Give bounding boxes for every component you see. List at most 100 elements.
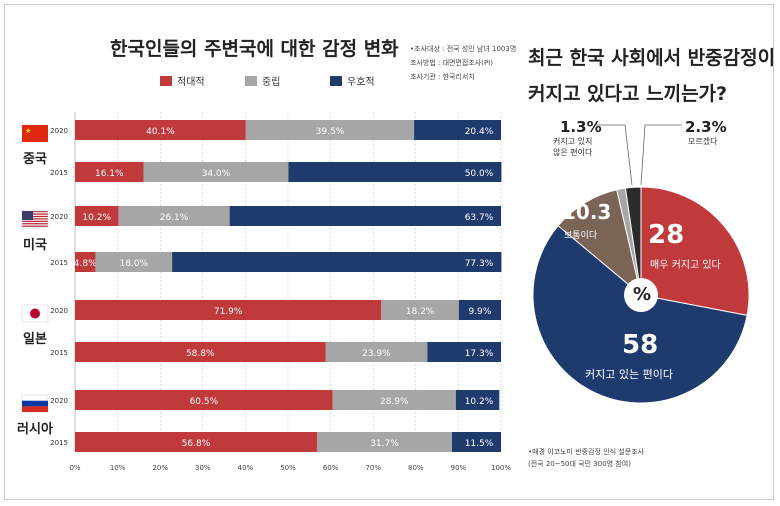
bar-value-label: 18.0% xyxy=(119,259,148,269)
x-tick-label: 30% xyxy=(195,464,211,472)
bar-value-label: 60.5% xyxy=(190,397,219,407)
bar-value-label: 17.3% xyxy=(465,349,494,359)
x-tick-label: 70% xyxy=(365,464,381,472)
bar-segment xyxy=(427,342,501,362)
bar-segment xyxy=(414,120,501,140)
bar-value-label: 63.7% xyxy=(465,213,494,223)
china-flag-star: ★ xyxy=(25,127,31,135)
bar-value-label: 56.8% xyxy=(182,439,211,449)
legend-label: 적대적 xyxy=(177,76,205,88)
country-label: 미국 xyxy=(23,237,47,253)
x-tick-label: 80% xyxy=(408,464,424,472)
pie-name: 않은 편이다 xyxy=(553,148,593,157)
bar-segment xyxy=(75,252,96,272)
bar-value-label: 28.9% xyxy=(380,397,409,407)
survey-note: •조사대상 : 전국 성인 남녀 1003명 xyxy=(410,45,517,53)
pie-title-line2: 커지고 있다고 느끼는가? xyxy=(528,83,728,105)
year-label: 2015 xyxy=(50,169,68,177)
bar-segment xyxy=(95,252,173,272)
x-tick-label: 0% xyxy=(69,464,80,472)
bar-segment xyxy=(143,162,289,182)
pie-label-28: 28 xyxy=(648,220,685,250)
flag-stripe xyxy=(22,400,48,407)
bar-value-label: 20.4% xyxy=(465,127,494,137)
bar-segment xyxy=(452,432,501,452)
pie-title-line1: 최근 한국 사회에서 반중감정이 xyxy=(528,47,776,69)
survey-note: 조사방법 : 대면면접조사(PI) xyxy=(410,59,493,67)
country-label: 러시아 xyxy=(17,421,53,437)
year-label: 2020 xyxy=(50,213,68,221)
japan-flag-sun xyxy=(30,308,40,319)
flag-stripe xyxy=(22,213,48,215)
bar-value-label: 34.0% xyxy=(202,169,231,179)
bar-chart-title: 한국인들의 주변국에 대한 감정 변화 xyxy=(110,38,399,60)
pie-slice xyxy=(532,225,748,404)
bar-segment xyxy=(118,206,230,226)
flag-stripe xyxy=(22,406,48,412)
year-label: 2020 xyxy=(50,307,68,315)
bar-value-label: 71.9% xyxy=(214,307,243,317)
china-flag-icon xyxy=(22,125,48,142)
year-label: 2020 xyxy=(50,397,68,405)
legend-swatch xyxy=(160,76,172,86)
usa-flag-icon xyxy=(21,210,49,229)
pie-center-circle xyxy=(624,278,658,312)
bar-segment xyxy=(245,120,415,140)
pie-name: 모르겠다 xyxy=(688,137,718,146)
bar-value-label: 9.9% xyxy=(468,307,491,317)
x-tick-label: 100% xyxy=(491,464,511,472)
x-tick-label: 90% xyxy=(451,464,467,472)
bar-segment xyxy=(75,432,317,452)
legend-label: 중립 xyxy=(262,75,280,88)
legend-swatch xyxy=(245,76,257,86)
pie-name: 커지고 있지 xyxy=(553,137,593,146)
bar-value-label: 18.2% xyxy=(406,307,435,317)
legend-label: 우호적 xyxy=(347,76,375,88)
x-tick-label: 40% xyxy=(238,464,254,472)
bar-segment xyxy=(75,342,326,362)
bar-value-label: 40.1% xyxy=(146,127,175,137)
bar-value-label: 77.3% xyxy=(465,259,494,269)
bar-segment xyxy=(316,432,453,452)
bar-segment xyxy=(455,390,500,410)
pie-source: •매경 이코노미 반중감정 인식 설문조사 xyxy=(528,448,645,456)
bar-segment xyxy=(458,300,501,320)
year-label: 2015 xyxy=(50,349,68,357)
bar-value-label: 4.8% xyxy=(74,259,97,269)
legend-swatch xyxy=(330,76,342,86)
flag-stripe xyxy=(22,218,48,220)
pie-label-10.3: 10.3 xyxy=(562,200,612,224)
country-label: 중국 xyxy=(23,152,47,167)
year-label: 2020 xyxy=(50,127,68,135)
x-tick-label: 20% xyxy=(152,464,168,472)
pie-slice xyxy=(640,186,750,317)
bar-segment xyxy=(75,390,333,410)
flag-stripe xyxy=(22,215,48,218)
flag-canton xyxy=(22,211,33,220)
bar-segment xyxy=(325,342,428,362)
pie-name: 매우 커지고 있다 xyxy=(650,260,721,271)
bar-value-label: 26.1% xyxy=(160,213,189,223)
pie-name: 커지고 있는 편이다 xyxy=(585,368,673,381)
bar-value-label: 50.0% xyxy=(465,169,494,179)
bar-value-label: 23.9% xyxy=(362,349,391,359)
year-label: 2015 xyxy=(50,439,68,447)
bar-value-label: 39.5% xyxy=(316,127,345,137)
leader-line xyxy=(640,124,682,186)
x-tick-label: 50% xyxy=(280,464,296,472)
year-label: 2015 xyxy=(50,259,68,267)
bar-segment xyxy=(332,390,456,410)
bar-segment xyxy=(75,120,246,140)
flag-stripe xyxy=(22,223,48,225)
pie-source: (전국 20~50대 국민 300명 참여) xyxy=(528,460,631,468)
bar-segment xyxy=(288,162,502,182)
pie-slice xyxy=(624,186,642,296)
bar-segment xyxy=(229,206,501,226)
bar-value-label: 16.1% xyxy=(95,169,124,179)
bar-value-label: 58.8% xyxy=(186,349,215,359)
survey-note: 조사기관 : 한국리서치 xyxy=(410,73,475,81)
leader-line xyxy=(595,124,633,186)
country-label: 일본 xyxy=(23,332,47,347)
